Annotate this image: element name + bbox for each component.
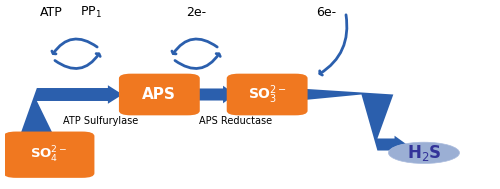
Ellipse shape xyxy=(388,142,460,163)
Text: SO$_3^{2-}$: SO$_3^{2-}$ xyxy=(248,83,286,106)
Text: APS: APS xyxy=(142,87,176,102)
Polygon shape xyxy=(20,85,122,136)
FancyBboxPatch shape xyxy=(4,132,94,178)
Polygon shape xyxy=(299,88,407,153)
Text: 2e-: 2e- xyxy=(186,6,206,19)
Text: H$_2$S: H$_2$S xyxy=(406,143,442,163)
FancyBboxPatch shape xyxy=(226,74,308,115)
FancyBboxPatch shape xyxy=(119,74,200,115)
Text: SO$_4^{2-}$: SO$_4^{2-}$ xyxy=(30,145,68,165)
Text: 6e-: 6e- xyxy=(316,6,336,19)
Polygon shape xyxy=(189,86,236,103)
Text: ATP Sulfurylase: ATP Sulfurylase xyxy=(63,116,138,126)
Text: PP$_1$: PP$_1$ xyxy=(80,5,102,20)
Text: ATP: ATP xyxy=(40,6,63,19)
Text: APS Reductase: APS Reductase xyxy=(198,116,272,126)
